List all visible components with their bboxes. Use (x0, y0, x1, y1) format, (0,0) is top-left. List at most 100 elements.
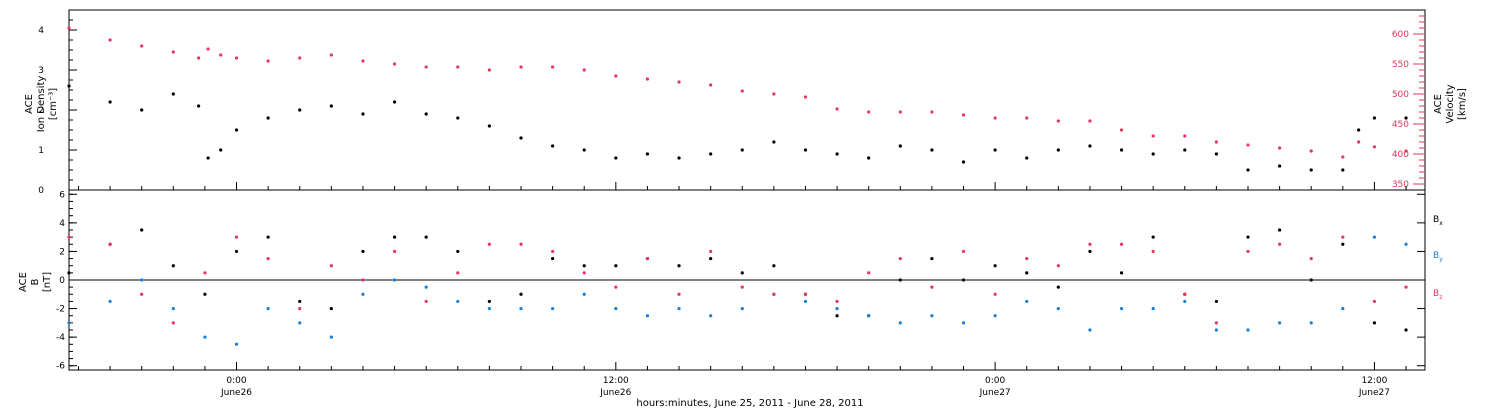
by-point (1341, 306, 1345, 311)
by-point (677, 306, 681, 311)
by-point (803, 299, 808, 304)
by-point (424, 285, 428, 289)
by-point (1025, 299, 1029, 304)
bx-point (171, 264, 175, 268)
bx-point (993, 264, 997, 268)
density-tick-label: 2 (38, 106, 44, 116)
day-tick-label: June27 (1358, 388, 1390, 398)
by-point (645, 314, 650, 318)
by-point (456, 299, 460, 304)
bx-point (424, 235, 428, 239)
bz-point (677, 292, 681, 296)
ion-density-point (456, 116, 460, 120)
bx-point (392, 235, 397, 239)
bz-point (487, 242, 491, 246)
field-tick-label: 6 (59, 190, 65, 200)
velocity-point (219, 53, 223, 57)
bx-point (1404, 328, 1408, 332)
by-point (961, 321, 966, 325)
legend-bz: Bz (1433, 289, 1442, 301)
velocity-point (1278, 146, 1282, 150)
by-point (551, 306, 555, 311)
bz-point (519, 242, 523, 246)
velocity-point (709, 83, 713, 87)
field-legend: Bx By Bz (1433, 215, 1443, 301)
time-tick-label: 12:00 (603, 376, 629, 386)
bz-point (424, 299, 428, 304)
bz-point (108, 242, 112, 246)
velocity-tick-label: 600 (1392, 30, 1409, 40)
ion-density-point (298, 108, 302, 112)
ion-density-point (1341, 168, 1345, 172)
bx-point (266, 235, 270, 239)
by-point (867, 314, 871, 318)
bz-point (772, 292, 776, 296)
by-point (108, 299, 112, 304)
ion-density-point (329, 104, 333, 108)
bx-point (1309, 278, 1313, 282)
ion-density-point (361, 112, 365, 116)
ion-density-point (993, 148, 997, 152)
ion-density-point (961, 160, 966, 164)
bz-point (930, 285, 934, 289)
velocity-point (1151, 134, 1155, 138)
by-point (1088, 328, 1092, 332)
velocity-point (1372, 145, 1377, 149)
bx-point (1372, 321, 1377, 325)
by-point (1246, 328, 1250, 332)
ion-density-point (803, 148, 808, 152)
legend-bx-subscript: x (1439, 220, 1443, 227)
velocity-point (551, 65, 555, 69)
bz-point (582, 271, 586, 275)
ion-density-point (1309, 168, 1313, 172)
bx-point (1214, 299, 1218, 304)
bx-point (1056, 285, 1060, 289)
bx-point (614, 264, 618, 268)
by-point (582, 292, 586, 296)
ion-density-point (206, 156, 210, 160)
density-tick-label: 1 (38, 146, 44, 156)
by-point (740, 306, 744, 311)
velocity-point (677, 80, 681, 84)
bz-point (740, 285, 744, 289)
bx-point (740, 271, 744, 275)
bx-point (677, 264, 681, 268)
ion-density-point (1214, 152, 1218, 156)
velocity-point (1309, 149, 1313, 153)
by-point (1119, 306, 1124, 311)
field-tick-label: -6 (56, 362, 65, 372)
velocity-point (961, 113, 966, 117)
field-tick-label: 2 (59, 247, 65, 257)
bz-point (551, 249, 555, 254)
field-marks (67, 228, 1408, 346)
velocity-point (1404, 149, 1408, 153)
bx-point (203, 292, 207, 296)
bx-point (1151, 235, 1155, 239)
bz-point (1214, 321, 1218, 325)
ion-density-point (140, 108, 144, 112)
ion-density-point (108, 100, 112, 104)
velocity-point (266, 59, 270, 63)
by-point (298, 321, 302, 325)
ion-density-point (1278, 164, 1282, 168)
velocity-axis-label-line3: [km/s] (1457, 88, 1468, 120)
by-point (1214, 328, 1218, 332)
ion-density-point (930, 148, 934, 152)
velocity-point (1214, 140, 1218, 144)
by-point (234, 342, 239, 346)
density-axis-label-line3: [cm⁻³] (48, 88, 59, 120)
bz-point (456, 271, 460, 275)
velocity-point (803, 95, 808, 99)
density-tick-label: 0 (38, 186, 44, 196)
ion-density-point (67, 84, 71, 88)
bz-point (898, 256, 902, 261)
bz-point (234, 235, 239, 239)
ion-density-point (1357, 128, 1361, 132)
ion-density-point (1246, 168, 1250, 172)
time-tick-label: 0:00 (985, 376, 1005, 386)
ion-density-point (171, 92, 175, 96)
bx-point (140, 228, 144, 232)
velocity-point (835, 107, 839, 111)
ion-density-point (551, 144, 555, 148)
velocity-axis-label-line2: Velocity (1445, 84, 1456, 123)
